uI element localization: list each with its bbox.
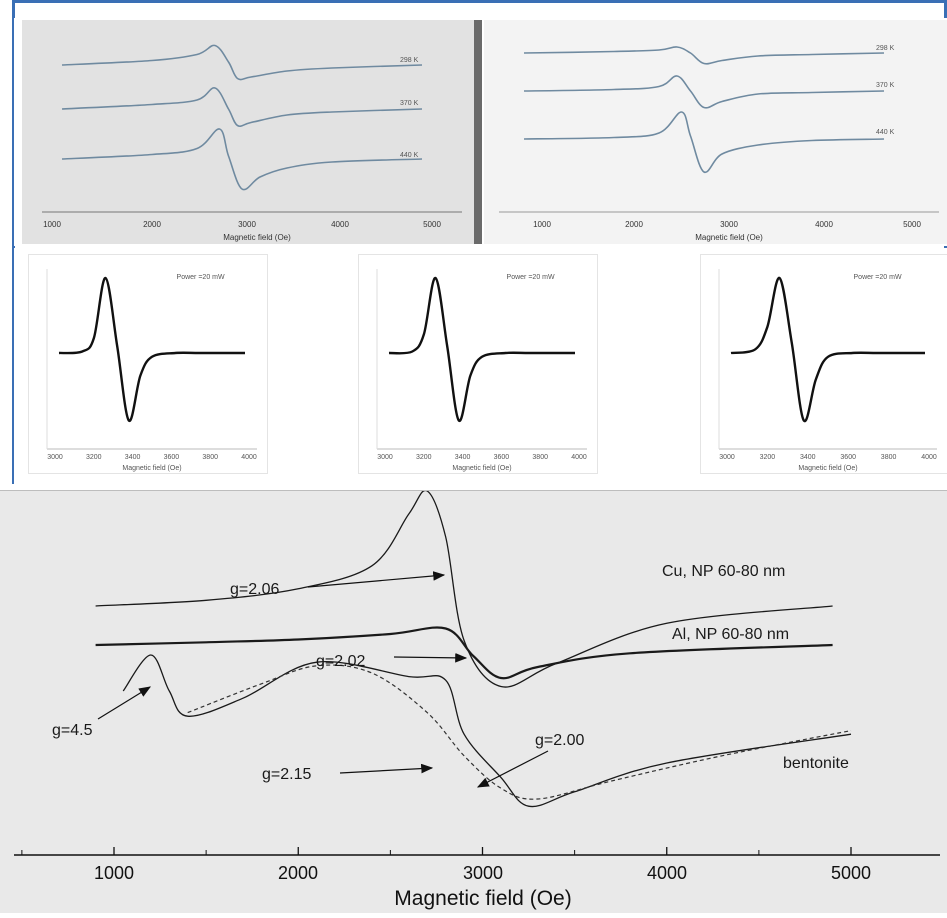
mini-chart-3: Power =20 mW 3000 3200 3400 3600 3800 4000 Magn… xyxy=(718,269,937,472)
series-line xyxy=(58,276,245,422)
annotation-g200: g=2.00 xyxy=(535,732,584,749)
annotation-g45: g=4.5 xyxy=(52,722,93,739)
annotation-arrow xyxy=(393,653,468,663)
tick-label: 3600 xyxy=(164,454,180,461)
x-axis-title: Magnetic field (Oe) xyxy=(223,233,291,242)
panel-title: Power =20 mW xyxy=(854,274,902,281)
bottom-chart-panel: 1000 2000 3000 4000 5000 Magnetic field … xyxy=(0,489,947,913)
tick-label: 1000 xyxy=(43,220,61,229)
tick-label: 4000 xyxy=(331,220,349,229)
annotation-arrow xyxy=(339,763,434,774)
series-line xyxy=(61,44,423,81)
tick-label: 3000 xyxy=(47,454,63,461)
tick-label: 4000 xyxy=(241,454,257,461)
tick-label: 4000 xyxy=(647,863,687,883)
annotation-g215: g=2.15 xyxy=(262,766,311,783)
tick-label: 4000 xyxy=(921,454,937,461)
series-label-bentonite: bentonite xyxy=(783,755,849,772)
series-line xyxy=(122,654,852,808)
series-label: 370 K xyxy=(876,82,895,89)
series-label: 298 K xyxy=(876,45,895,52)
annotation-arrow xyxy=(476,750,549,788)
tick-label: 3400 xyxy=(455,454,471,461)
tick-label: 3000 xyxy=(720,220,738,229)
series-label-al: Al, NP 60-80 nm xyxy=(672,626,789,643)
series-label: 370 K xyxy=(400,100,419,107)
series-line xyxy=(523,75,885,109)
tick-label: 3000 xyxy=(463,863,503,883)
series-line xyxy=(730,276,925,423)
annotation-g206: g=2.06 xyxy=(230,581,279,598)
tick-label: 5000 xyxy=(423,220,441,229)
tick-label: 2000 xyxy=(278,863,318,883)
fit-line xyxy=(187,664,852,800)
annotation-g202: g=2.02 xyxy=(316,653,365,670)
panel-title: Power =20 mW xyxy=(507,274,555,281)
tick-label: 3200 xyxy=(760,454,776,461)
series-label: 298 K xyxy=(400,57,419,64)
x-axis-title: Magnetic field (Oe) xyxy=(798,465,857,472)
x-axis-title: Magnetic field (Oe) xyxy=(394,887,571,910)
x-axis-title: Magnetic field (Oe) xyxy=(122,465,181,472)
tick-label: 4000 xyxy=(571,454,587,461)
series-line xyxy=(61,128,423,191)
chart-panel-left: 1000 2000 3000 4000 5000 Magnetic field … xyxy=(42,44,462,242)
tick-label: 3600 xyxy=(494,454,510,461)
tick-label: 1000 xyxy=(533,220,551,229)
tick-label: 5000 xyxy=(831,863,871,883)
panel-title: Power =20 mW xyxy=(177,274,225,281)
mini-panel-3: Power =20 mW 3000 3200 3400 3600 3800 4000 Magn… xyxy=(700,254,947,474)
tick-label: 3200 xyxy=(86,454,102,461)
mini-chart-1: Power =20 mW 3000 3200 3400 3600 3800 4000 Magn… xyxy=(46,269,257,472)
tick-label: 2000 xyxy=(143,220,161,229)
power-panels: Power =20 mW 3000 3200 3400 3600 3800 4000 Magn… xyxy=(14,248,947,484)
mini-panel-2: Power =20 mW 3000 3200 3400 3600 3800 4000 Magn… xyxy=(358,254,598,474)
series-line xyxy=(523,111,885,174)
temperature-panels: 1000 2000 3000 4000 5000 Magnetic field … xyxy=(14,18,947,246)
chart-panel-right: 1000 2000 3000 4000 5000 Magnetic field … xyxy=(499,45,939,242)
tick-label: 3000 xyxy=(719,454,735,461)
series-label: 440 K xyxy=(400,152,419,159)
tick-label: 1000 xyxy=(94,863,134,883)
tick-label: 3000 xyxy=(377,454,393,461)
tick-label: 2000 xyxy=(625,220,643,229)
panel-left: 1000 2000 3000 4000 5000 Magnetic field … xyxy=(22,20,482,244)
series-line xyxy=(95,489,833,688)
tick-label: 3400 xyxy=(125,454,141,461)
x-axis-title: Magnetic field (Oe) xyxy=(452,465,511,472)
mini-chart-2: Power =20 mW 3000 3200 3400 3600 3800 4000 Magn… xyxy=(376,269,587,472)
series-line xyxy=(523,46,885,65)
mini-panel-1: Power =20 mW 3000 3200 3400 3600 3800 4000 Magn… xyxy=(28,254,268,474)
series-line xyxy=(95,626,833,680)
annotation-arrow xyxy=(97,686,152,720)
tick-label: 5000 xyxy=(903,220,921,229)
panel-right: 1000 2000 3000 4000 5000 Magnetic field … xyxy=(484,20,947,244)
series-label-cu: Cu, NP 60-80 nm xyxy=(662,563,785,580)
chart-bottom: 1000 2000 3000 4000 5000 Magnetic field … xyxy=(14,489,940,910)
tick-label: 3600 xyxy=(840,454,856,461)
tick-label: 3800 xyxy=(202,454,218,461)
tick-label: 3400 xyxy=(800,454,816,461)
tick-label: 3000 xyxy=(238,220,256,229)
tick-label: 3800 xyxy=(881,454,897,461)
series-line xyxy=(61,87,423,128)
tick-label: 4000 xyxy=(815,220,833,229)
tick-label: 3800 xyxy=(532,454,548,461)
tick-label: 3200 xyxy=(416,454,432,461)
annotation-arrow xyxy=(307,571,446,588)
series-line xyxy=(388,276,575,422)
series-label: 440 K xyxy=(876,129,895,136)
x-axis-title: Magnetic field (Oe) xyxy=(695,233,763,242)
